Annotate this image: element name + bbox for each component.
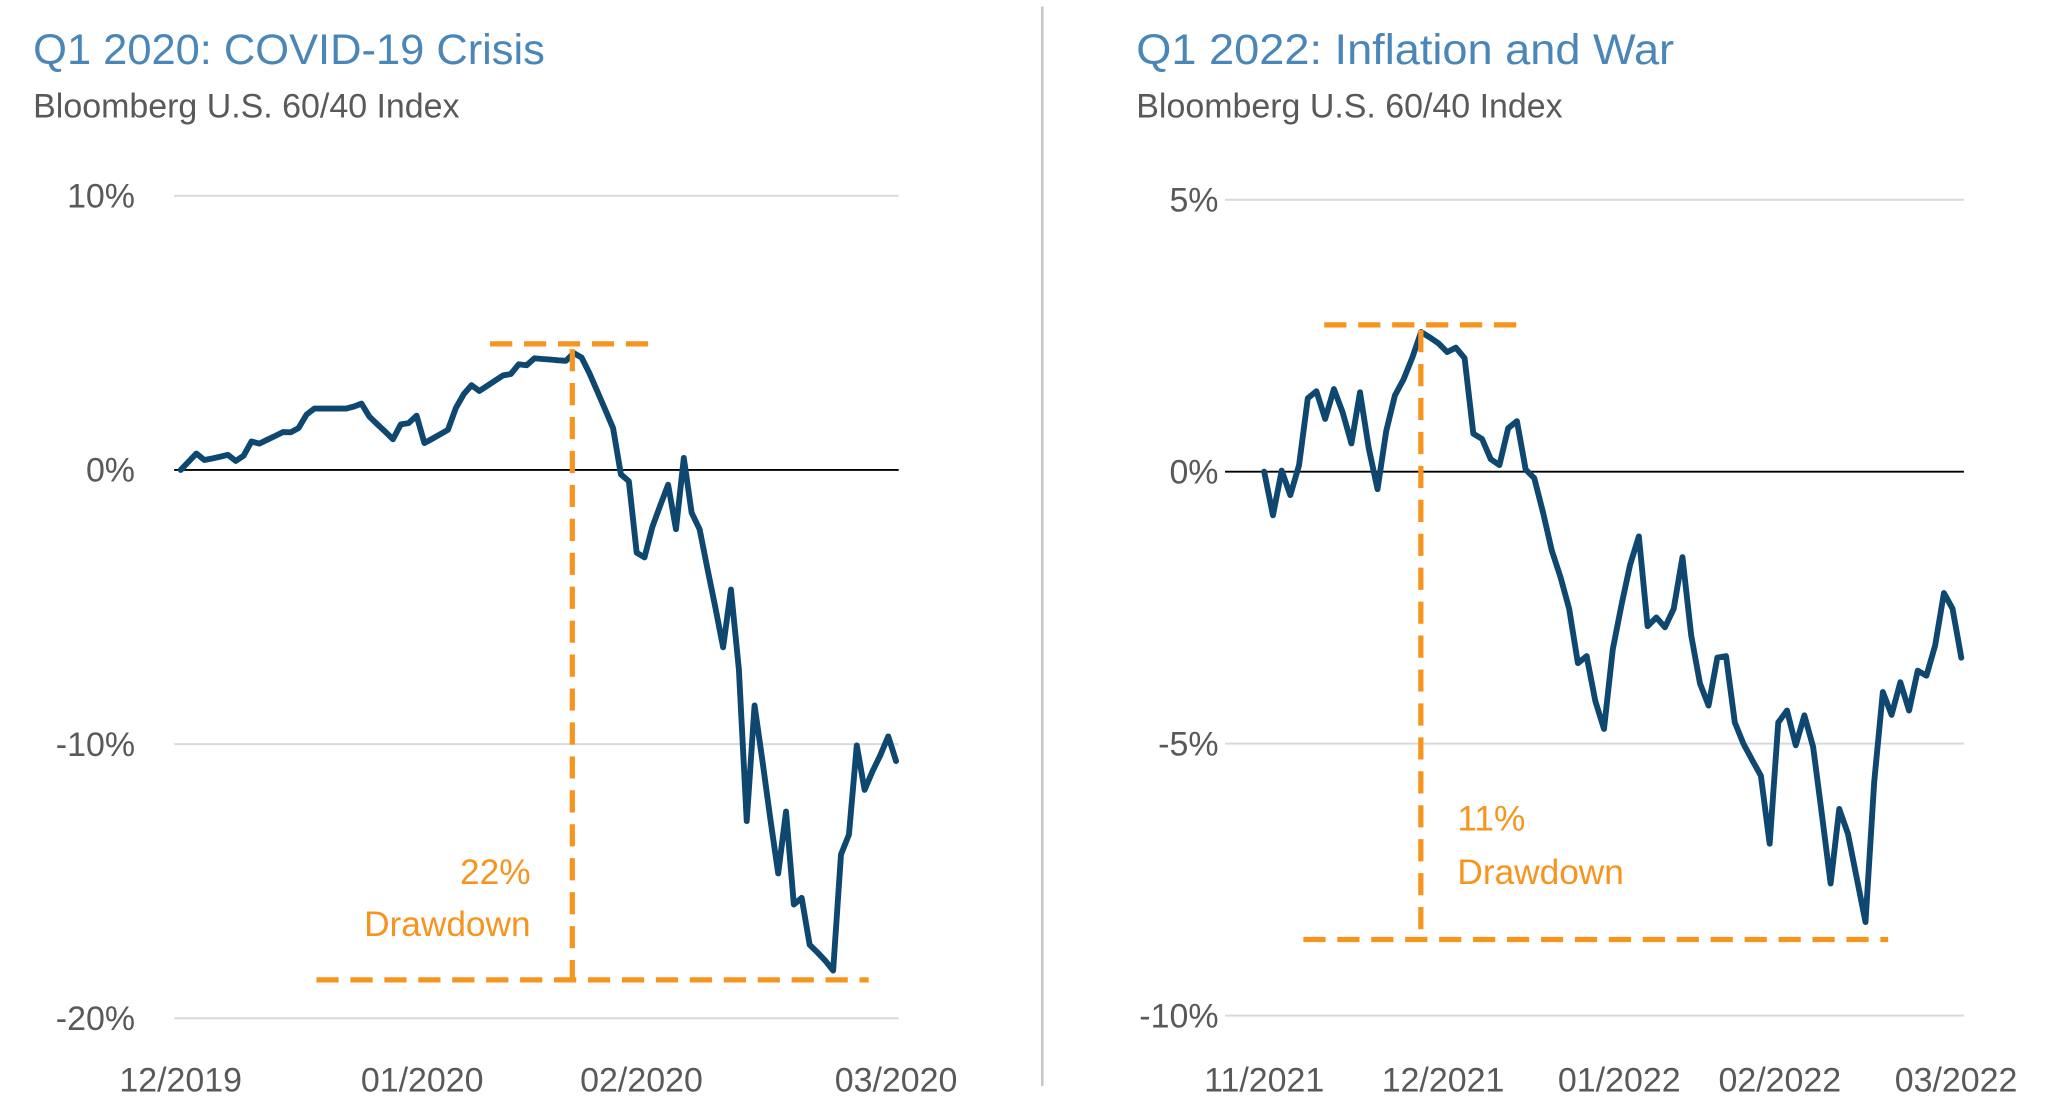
x-tick-label: 02/2022 (1718, 1061, 1841, 1099)
chart-title: Q1 2020: COVID-19 Crisis (33, 26, 545, 74)
y-tick-label: 0% (86, 452, 135, 490)
y-tick-label: -10% (56, 726, 135, 764)
series-line (177, 350, 900, 974)
x-tick-label: 01/2020 (361, 1061, 484, 1099)
y-tick-label: -5% (1158, 725, 1218, 763)
y-tick-label: 0% (1169, 453, 1218, 491)
series-line (1261, 329, 1965, 925)
y-tick-label: -10% (1139, 997, 1218, 1035)
y-tick-label: -20% (56, 1000, 135, 1038)
plot-area: 5% 0% -5% -10% 11/2021 12/2021 01/2022 02/2022 0… (1139, 181, 2017, 1099)
plot-area: 10% 0% -10% -20% 12/2019 01/2020 02/2020 03/202… (56, 178, 958, 1100)
x-tick-label: 11/2021 (1204, 1061, 1324, 1099)
chart-subtitle: Bloomberg U.S. 60/40 Index (33, 87, 459, 125)
drawdown-percent-label: 22% (460, 853, 531, 892)
x-tick-label: 03/2020 (835, 1061, 958, 1099)
x-tick-label: 12/2019 (119, 1061, 242, 1099)
drawdown-percent-label: 11% (1457, 799, 1525, 838)
x-tick-label: 01/2022 (1558, 1061, 1681, 1099)
drawdown-label: Drawdown (1457, 853, 1623, 892)
drawdown-label: Drawdown (364, 905, 530, 944)
chart-covid-2020: Q1 2020: COVID-19 Crisis Bloomberg U.S. … (33, 26, 957, 1099)
x-tick-label: 12/2021 (1382, 1061, 1505, 1099)
y-tick-label: 10% (67, 178, 135, 216)
y-tick-label: 5% (1169, 181, 1218, 219)
chart-inflation-2022: Q1 2022: Inflation and War Bloomberg U.S… (1136, 26, 2017, 1099)
chart-subtitle: Bloomberg U.S. 60/40 Index (1136, 87, 1562, 125)
x-tick-label: 02/2020 (580, 1061, 703, 1099)
x-tick-label: 03/2022 (1895, 1061, 2018, 1099)
chart-title: Q1 2022: Inflation and War (1136, 26, 1674, 74)
